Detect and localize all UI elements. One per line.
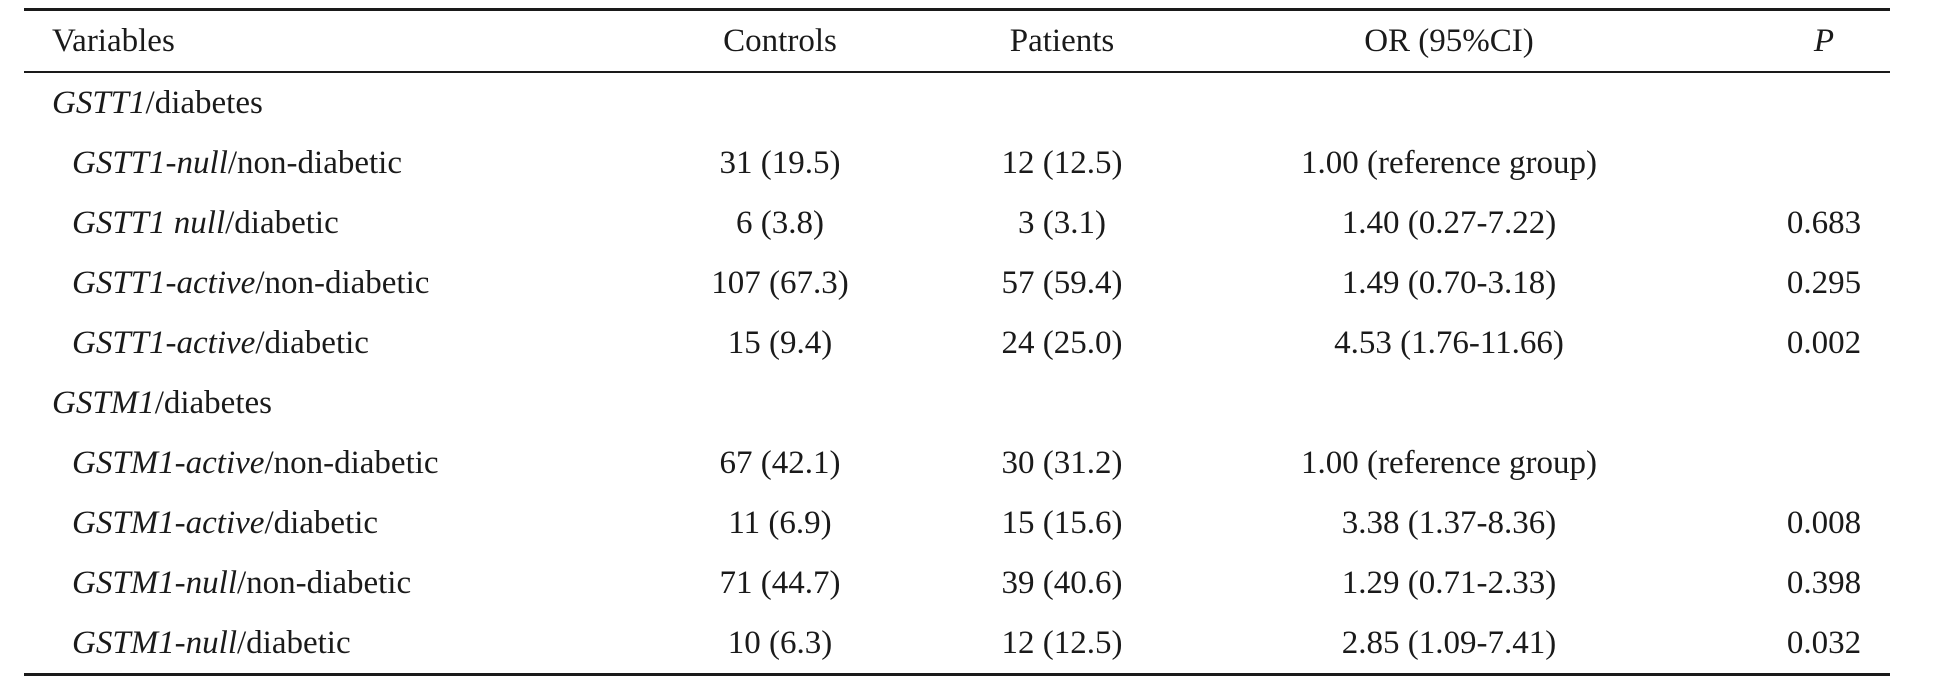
group-label: GSTM1/diabetes [52,373,272,433]
controls-cell: 31 (19.5) [719,145,841,181]
controls-cell: 11 (6.9) [728,505,832,541]
variable-cell: GSTT1 null/diabetic [72,193,339,253]
or-cell: 1.29 (0.71-2.33) [1341,565,1557,601]
variable-cell: GSTT1-null/non-diabetic [72,133,402,193]
patients-cell: 39 (40.6) [1001,565,1123,601]
genotype: GSTT1-null [72,145,228,181]
controls-cell: 10 (6.3) [727,625,833,661]
status: /diabetic [264,505,379,541]
status: /non-diabetic [227,145,402,181]
status: /diabetic [225,205,339,241]
controls-cell: 71 (44.7) [719,565,841,601]
patients-cell: 3 (3.1) [1018,205,1106,241]
genotype: GSTT1 null [72,205,226,241]
p-cell: 0.683 [1786,205,1862,241]
header-patients: Patients [1009,23,1115,59]
genotype: GSTM1-active [72,505,265,541]
variable-cell: GSTM1-active/diabetic [72,493,378,553]
variable-cell: GSTT1-active/diabetic [72,313,369,373]
patients-cell: 57 (59.4) [1001,265,1123,301]
table-row: GSTM1-null/diabetic 10 (6.3) 12 (12.5) 2… [24,613,1890,673]
header-variables: Variables [52,23,175,59]
group-gene: GSTT1 [52,85,146,121]
controls-cell: 107 (67.3) [711,265,849,301]
genotype: GSTM1-null [72,625,237,661]
group-row-gstt1: GSTT1/diabetes [24,73,1890,133]
status: /diabetic [255,325,369,361]
variable-cell: GSTM1-null/non-diabetic [72,553,411,613]
or-cell: 1.49 (0.70-3.18) [1341,265,1557,301]
table-row: GSTM1-active/diabetic 11 (6.9) 15 (15.6)… [24,493,1890,553]
controls-cell: 6 (3.8) [736,205,824,241]
p-cell: 0.295 [1786,265,1862,301]
variable-cell: GSTT1-active/non-diabetic [72,253,429,313]
variable-cell: GSTM1-null/diabetic [72,613,351,673]
genotype: GSTM1-null [72,565,237,601]
p-cell: 0.008 [1786,505,1862,541]
group-suffix: /diabetes [154,385,272,421]
table-row: GSTT1-active/non-diabetic 107 (67.3) 57 … [24,253,1890,313]
or-cell: 2.85 (1.09-7.41) [1341,625,1557,661]
table-row: GSTT1-null/non-diabetic 31 (19.5) 12 (12… [24,133,1890,193]
status: /diabetic [237,625,351,661]
table-header-row: Variables Controls Patients OR (95%CI) P [24,11,1890,71]
table-header-rule [24,71,1890,73]
status: /non-diabetic [237,565,412,601]
table-row: GSTT1-active/diabetic 15 (9.4) 24 (25.0)… [24,313,1890,373]
patients-cell: 12 (12.5) [1001,145,1123,181]
table-top-rule [24,8,1890,11]
p-cell: 0.002 [1786,325,1862,361]
group-suffix: /diabetes [145,85,263,121]
patients-cell: 15 (15.6) [1001,505,1123,541]
group-row-gstm1: GSTM1/diabetes [24,373,1890,433]
status: /non-diabetic [255,265,430,301]
genotype: GSTT1-active [72,265,256,301]
table-row: GSTM1-null/non-diabetic 71 (44.7) 39 (40… [24,553,1890,613]
or-cell: 1.40 (0.27-7.22) [1341,205,1557,241]
header-p: P [1813,23,1835,59]
status: /non-diabetic [264,445,439,481]
table-row: GSTT1 null/diabetic 6 (3.8) 3 (3.1) 1.40… [24,193,1890,253]
controls-cell: 67 (42.1) [719,445,841,481]
genotype: GSTT1-active [72,325,256,361]
or-cell: 1.00 (reference group) [1301,145,1597,181]
patients-cell: 12 (12.5) [1001,625,1123,661]
header-controls: Controls [723,23,837,59]
or-cell: 3.38 (1.37-8.36) [1341,505,1557,541]
p-cell: 0.032 [1786,625,1862,661]
variable-cell: GSTM1-active/non-diabetic [72,433,439,493]
or-cell: 4.53 (1.76-11.66) [1334,325,1564,361]
genotype: GSTM1-active [72,445,265,481]
controls-cell: 15 (9.4) [727,325,833,361]
table-row: GSTM1-active/non-diabetic 67 (42.1) 30 (… [24,433,1890,493]
header-or: OR (95%CI) [1364,23,1534,59]
group-label: GSTT1/diabetes [52,73,263,133]
or-cell: 1.00 (reference group) [1301,445,1597,481]
p-cell: 0.398 [1786,565,1862,601]
results-table: Variables Controls Patients OR (95%CI) P… [24,8,1890,676]
group-gene: GSTM1 [52,385,155,421]
patients-cell: 30 (31.2) [1001,445,1123,481]
patients-cell: 24 (25.0) [1001,325,1123,361]
